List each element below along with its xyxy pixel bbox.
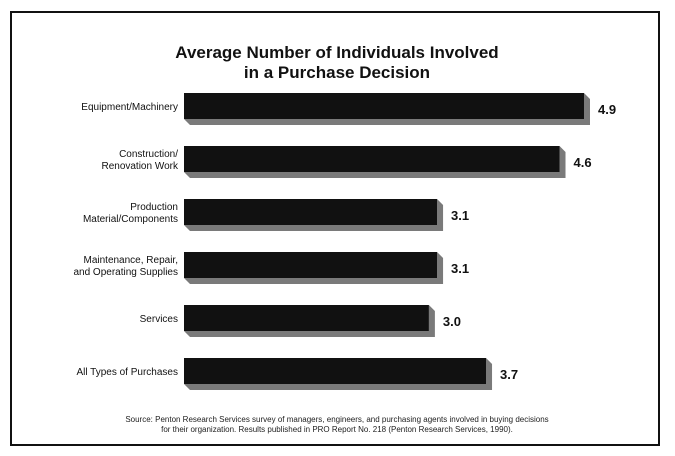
category-label: Services xyxy=(140,314,178,325)
bar-shadow xyxy=(184,199,444,231)
chart-title-line-1: Average Number of Individuals Involved xyxy=(175,43,499,62)
bar-shadow xyxy=(184,93,590,125)
bar xyxy=(184,252,438,278)
bar-shadow xyxy=(184,358,493,390)
bar xyxy=(184,305,429,331)
category-label: and Operating Supplies xyxy=(73,267,178,278)
bar xyxy=(184,146,560,172)
source-line-1: Source: Penton Research Services survey … xyxy=(125,415,549,424)
category-label: Material/Components xyxy=(83,214,178,225)
chart-title: Average Number of Individuals Involved i… xyxy=(12,43,662,83)
category-label: Equipment/Machinery xyxy=(81,102,178,113)
category-label: All Types of Purchases xyxy=(76,367,178,378)
source-line-2: for their organization. Results publishe… xyxy=(161,425,513,434)
bar xyxy=(184,358,487,384)
chart-frame: Average Number of Individuals Involved i… xyxy=(10,11,660,446)
value-label: 4.9 xyxy=(598,102,616,117)
bar-shadow xyxy=(184,146,566,178)
category-label: Construction/ xyxy=(119,149,178,160)
bar xyxy=(184,199,438,225)
bar-chart: 4.9 Equipment/Machinery 4.6 Construction/Re… xyxy=(73,93,616,390)
category-label: Renovation Work xyxy=(101,161,179,172)
category-label: Production xyxy=(130,202,178,213)
chart-title-line-2: in a Purchase Decision xyxy=(243,63,431,82)
source-note: Source: Penton Research Services survey … xyxy=(12,415,662,435)
category-label: Maintenance, Repair, xyxy=(83,255,178,266)
value-label: 3.1 xyxy=(451,208,469,223)
bar-shadow xyxy=(184,305,435,337)
value-label: 4.6 xyxy=(574,155,592,170)
value-label: 3.7 xyxy=(500,367,518,382)
value-label: 3.1 xyxy=(451,261,469,276)
bar-shadow xyxy=(184,252,444,284)
value-label: 3.0 xyxy=(443,314,461,329)
bar xyxy=(184,93,584,119)
